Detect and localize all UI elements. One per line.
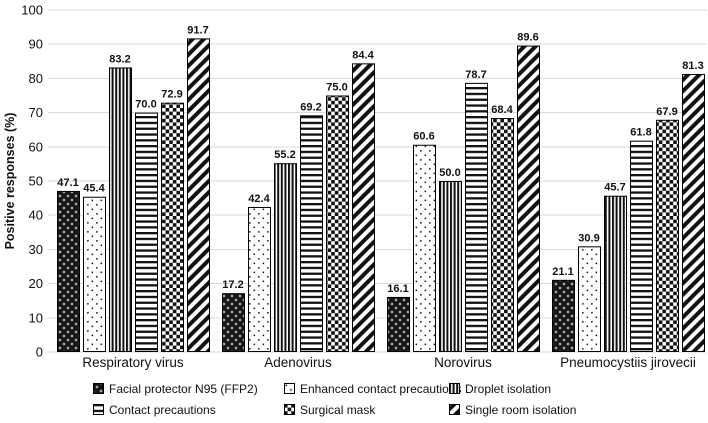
bar-value-label: 89.6 <box>517 32 538 44</box>
y-axis-title: Positive responses (%) <box>3 113 17 250</box>
bar-single-room-isolation-pneumocystiis-jirovecii <box>682 73 705 352</box>
bar-value-label: 75.0 <box>326 82 347 94</box>
bar-value-label: 47.1 <box>57 177 78 189</box>
legend-label: Droplet isolation <box>465 381 552 396</box>
legend-swatch-checkerboard-icon <box>284 404 295 415</box>
bar-surgical-mask-respiratory-virus <box>161 102 184 352</box>
bar-single-room-isolation-norovirus <box>517 45 540 353</box>
bar-value-label: 55.2 <box>274 149 295 161</box>
legend-item-contact-precautions: Contact precautions <box>93 402 216 417</box>
bar-value-label: 72.9 <box>161 89 182 101</box>
y-tick-label: 20 <box>29 276 43 291</box>
y-tick-label: 100 <box>21 3 43 18</box>
bar-facial-protector-n95-ffp2-norovirus <box>387 296 410 352</box>
bar-value-label: 16.1 <box>387 283 408 295</box>
chart-canvas: 47.1 17.2 16.1 21.1 45.4 42.4 60.6 30.9 83.2 55.2… <box>3 3 706 371</box>
bar-value-label: 30.9 <box>578 232 599 244</box>
legend-item-single-room-isolation: Single room isolation <box>449 402 577 417</box>
bar-contact-precautions-respiratory-virus <box>135 112 158 352</box>
bar-single-room-isolation-respiratory-virus <box>187 38 210 353</box>
bar-droplet-isolation-pneumocystiis-jirovecii <box>604 195 627 352</box>
legend-label: Surgical mask <box>300 402 376 417</box>
legend-label: Enhanced contact precautions <box>300 381 462 396</box>
bar-droplet-isolation-norovirus <box>439 181 462 352</box>
bar-surgical-mask-pneumocystiis-jirovecii <box>656 119 679 352</box>
y-tick-label: 80 <box>29 71 43 86</box>
y-tick-label: 30 <box>29 242 43 257</box>
y-tick-label: 10 <box>29 310 43 325</box>
y-tick-label: 70 <box>29 105 43 120</box>
x-category-label-respiratory-virus: Respiratory virus <box>82 355 184 370</box>
bar-value-label: 70.0 <box>135 99 156 111</box>
bar-facial-protector-n95-ffp2-adenovirus <box>222 293 245 352</box>
bar-facial-protector-n95-ffp2-pneumocystiis-jirovecii <box>552 279 575 353</box>
bar-droplet-isolation-adenovirus <box>274 163 297 352</box>
bar-enhanced-contact-precautions-norovirus <box>413 144 436 352</box>
legend-swatch-dots-icon <box>284 383 295 394</box>
legend-swatch-vertical-stripes-icon <box>449 383 460 394</box>
legend-label: Facial protector N95 (FFP2) <box>109 381 258 396</box>
y-tick-label: 40 <box>29 208 43 223</box>
bar-contact-precautions-pneumocystiis-jirovecii <box>630 140 653 352</box>
legend-item-surgical-mask: Surgical mask <box>284 402 376 417</box>
legend-item-droplet-isolation: Droplet isolation <box>449 381 552 396</box>
bar-value-label: 45.7 <box>604 182 625 194</box>
bar-contact-precautions-adenovirus <box>300 115 323 352</box>
bar-facial-protector-n95-ffp2-respiratory-virus <box>57 190 80 352</box>
legend-swatch-n95-diamond-icon <box>93 383 104 394</box>
bar-droplet-isolation-respiratory-virus <box>109 67 132 353</box>
bar-enhanced-contact-precautions-pneumocystiis-jirovecii <box>578 246 601 353</box>
legend-swatch-horizontal-stripes-icon <box>93 404 104 415</box>
x-category-label-norovirus: Norovirus <box>434 355 492 370</box>
legend-item-enhanced-contact-precautions: Enhanced contact precautions <box>284 381 462 396</box>
legend-swatch-diagonal-stripes-icon <box>449 404 460 415</box>
axes: Positive responses (%) 0 10 20 30 40 50 60 70 80… <box>3 3 696 371</box>
bar-value-label: 91.7 <box>187 24 208 36</box>
bar-value-label: 69.2 <box>300 101 321 113</box>
bar-value-label: 68.4 <box>491 104 513 116</box>
bar-surgical-mask-norovirus <box>491 118 514 352</box>
legend-item-facial-protector-n95-ffp2: Facial protector N95 (FFP2) <box>93 381 258 396</box>
y-tick-label: 90 <box>29 37 43 52</box>
bar-value-label: 81.3 <box>682 60 703 72</box>
legend-label: Contact precautions <box>109 402 216 417</box>
bars: 47.1 17.2 16.1 21.1 45.4 42.4 60.6 30.9 83.2 55.2… <box>57 24 705 353</box>
bar-value-label: 84.4 <box>352 49 374 61</box>
bar-surgical-mask-adenovirus <box>326 95 349 352</box>
bar-single-room-isolation-adenovirus <box>352 63 375 353</box>
bar-value-label: 61.8 <box>630 127 651 139</box>
bar-value-label: 67.9 <box>656 106 677 118</box>
x-category-label-pneumocystiis-jirovecii: Pneumocystiis jirovecii <box>560 355 696 370</box>
bar-value-label: 42.4 <box>248 193 270 205</box>
x-category-label-adenovirus: Adenovirus <box>264 355 332 370</box>
bar-contact-precautions-norovirus <box>465 82 488 352</box>
legend-label: Single room isolation <box>465 402 577 417</box>
bar-value-label: 50.0 <box>439 167 460 179</box>
bar-enhanced-contact-precautions-adenovirus <box>248 206 271 352</box>
y-tick-label: 50 <box>29 174 43 189</box>
bar-value-label: 78.7 <box>465 69 486 81</box>
bar-value-label: 83.2 <box>109 53 130 65</box>
bar-value-label: 17.2 <box>222 279 243 291</box>
y-tick-label: 60 <box>29 139 43 154</box>
y-tick-label: 0 <box>36 345 43 360</box>
bar-value-label: 45.4 <box>83 183 105 195</box>
bar-value-label: 60.6 <box>413 131 434 143</box>
bar-value-label: 21.1 <box>552 266 573 278</box>
bar-enhanced-contact-precautions-respiratory-virus <box>83 196 106 352</box>
